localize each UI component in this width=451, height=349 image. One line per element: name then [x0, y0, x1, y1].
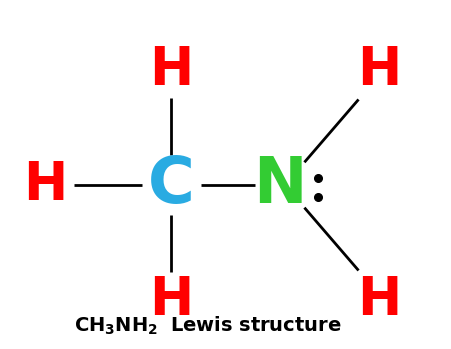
Text: H: H	[357, 44, 401, 96]
Text: $\mathbf{CH_3NH_2}$  $\mathbf{Lewis\ structure}$: $\mathbf{CH_3NH_2}$ $\mathbf{Lewis\ stru…	[74, 314, 341, 337]
Text: H: H	[357, 274, 401, 326]
Text: N: N	[253, 154, 306, 216]
Text: H: H	[23, 159, 67, 211]
Text: H: H	[149, 274, 193, 326]
Text: C: C	[148, 154, 195, 216]
Text: H: H	[149, 44, 193, 96]
